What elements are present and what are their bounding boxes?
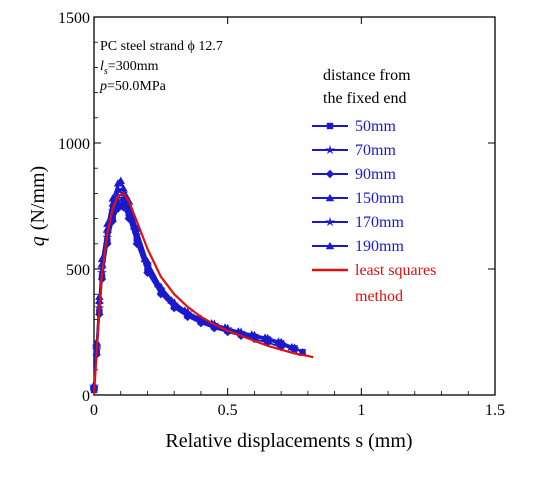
legend-marker: [325, 169, 335, 179]
legend-label: 50mm: [355, 118, 396, 135]
series-line: [93, 197, 295, 387]
legend-item-3: 150mm: [312, 190, 404, 207]
legend-item-6: least squares method: [312, 262, 436, 305]
legend-item-1: 70mm: [312, 142, 396, 159]
legend-label: 90mm: [355, 166, 396, 183]
legend-marker: [325, 144, 335, 155]
data-point: [131, 229, 142, 240]
series-2: [89, 203, 286, 393]
series-layer: [89, 176, 314, 396]
legend-title-line2: the fixed end: [323, 90, 407, 107]
legend-marker: [325, 241, 335, 250]
annotation-length: ls=300mm: [100, 59, 159, 77]
annotation-length-value: =300mm: [108, 59, 159, 74]
data-point: [143, 257, 152, 265]
series-line: [92, 192, 314, 396]
annotation-pressure-value: =50.0MPa: [107, 79, 167, 94]
data-point: [113, 195, 124, 206]
series-0: [90, 200, 306, 394]
legend-label: 70mm: [355, 142, 396, 159]
data-point: [155, 285, 166, 295]
legend: 50mm 70mm 90mm 150mm 170mm 190mm least squares…: [312, 118, 436, 305]
data-point: [156, 282, 166, 290]
plot-frame: [93, 16, 496, 396]
y-axis-label-unit: (N/mm): [27, 166, 49, 230]
x-tick-label: 1: [357, 402, 365, 419]
data-point: [290, 343, 299, 351]
data-point: [132, 224, 141, 232]
legend-item-4: 170mm: [312, 214, 404, 231]
annotation-pressure: p=50.0MPa: [99, 79, 167, 94]
legend-label: 170mm: [355, 214, 404, 231]
legend-title-line1: distance from: [323, 67, 411, 84]
legend-label-line2: method: [355, 288, 403, 305]
legend-label: 150mm: [355, 190, 404, 207]
data-point: [183, 307, 192, 316]
data-point: [236, 327, 246, 336]
annotation-pressure-symbol: p: [99, 79, 107, 94]
x-tick-label: 0: [90, 402, 98, 419]
legend-item-5: 190mm: [312, 238, 404, 255]
series-line: [93, 202, 303, 391]
x-axis-label: Relative displacements s (mm): [165, 430, 412, 452]
legend-label: least squares: [355, 262, 436, 279]
data-point: [196, 314, 206, 323]
series-line: [93, 192, 295, 388]
legend-label: 190mm: [355, 238, 404, 255]
data-point: [118, 193, 129, 203]
data-point: [116, 176, 125, 184]
data-point: [133, 235, 140, 242]
data-point: [123, 204, 134, 214]
series-4: [89, 193, 300, 391]
legend-item-0: 50mm: [312, 118, 396, 135]
y-tick-label: 500: [66, 262, 90, 279]
tick-layer: 0 0.5 1 1.5 0 500 1000 1500: [58, 10, 505, 419]
data-point: [119, 203, 128, 212]
series-5: [89, 184, 307, 391]
legend-marker: [326, 122, 334, 130]
annotation-length-symbol: l: [100, 59, 104, 74]
data-point: [119, 184, 128, 192]
data-point: [276, 337, 286, 346]
series-line: [93, 206, 282, 389]
annotation-length-subscript: s: [104, 66, 108, 77]
series-6: [92, 192, 314, 396]
data-point: [107, 209, 118, 220]
data-point: [250, 330, 259, 339]
series-1: [89, 188, 300, 392]
legend-title: distance from the fixed end: [323, 67, 411, 107]
data-point: [142, 261, 153, 271]
data-point: [263, 333, 272, 342]
y-tick-label: 1500: [58, 10, 90, 27]
x-tick-label: 1.5: [485, 402, 505, 419]
data-point: [103, 224, 112, 232]
y-axis-label: q (N/mm): [27, 166, 49, 246]
y-tick-label: 0: [82, 388, 90, 405]
data-point: [170, 298, 179, 306]
annotation-strand: PC steel strand ϕ 12.7: [100, 39, 223, 54]
x-tick-label: 0.5: [218, 402, 238, 419]
y-axis-label-symbol: q: [27, 236, 49, 246]
specimen-annotation: PC steel strand ϕ 12.7 ls=300mm p=50.0MP…: [99, 39, 223, 94]
legend-item-2: 90mm: [312, 166, 396, 183]
legend-marker: [325, 193, 335, 202]
legend-marker: [325, 216, 335, 227]
data-point: [125, 210, 132, 217]
y-tick-label: 1000: [58, 136, 90, 153]
